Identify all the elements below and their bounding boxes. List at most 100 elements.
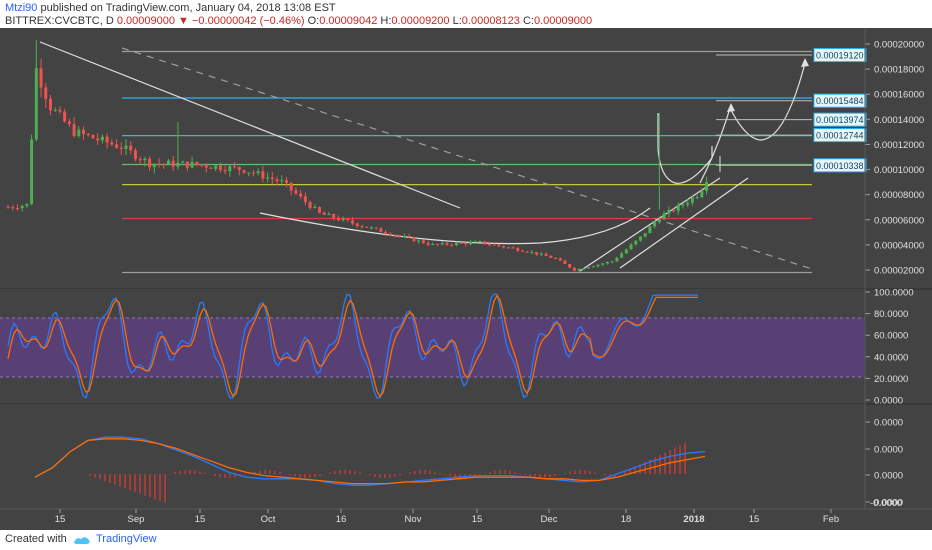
price-tick-label: 0.00018000	[874, 65, 924, 76]
candle-body	[421, 240, 425, 244]
candle-body	[20, 205, 24, 209]
candle-body	[445, 242, 449, 245]
candle-body	[605, 261, 609, 264]
candle-body	[341, 218, 345, 221]
x-tick-label: Dec	[541, 514, 558, 525]
candle-body	[280, 180, 284, 182]
candle-body	[228, 166, 232, 172]
price-pane[interactable]: 0.00020000 0.00018000 0.00016000 0.00014000…	[0, 31, 924, 289]
stoch-tick-label: 40.0000	[874, 352, 908, 363]
x-tick-label: 18	[621, 514, 632, 525]
candle-body	[577, 268, 581, 271]
stoch-d-line	[7, 294, 698, 398]
price-tick-label: 0.00016000	[874, 90, 924, 101]
candle-body	[365, 226, 369, 228]
author-link[interactable]: Mtzi90	[5, 2, 38, 14]
candle-body	[417, 240, 421, 242]
candle-body	[157, 163, 161, 165]
candle-body	[308, 202, 312, 209]
price-tick-label: 0.00014000	[874, 115, 924, 126]
candle-body	[346, 218, 350, 221]
candle-body	[667, 209, 671, 214]
price-label-box	[813, 128, 867, 143]
candle-body	[261, 171, 265, 179]
projection-curve-big	[699, 62, 806, 184]
stoch-tick-label: 20.0000	[874, 374, 908, 385]
candle-body	[11, 207, 15, 209]
quote-line: BITTREX:CVCBTC, D 0.00009000 ▼ −0.000000…	[5, 15, 592, 27]
candle-body	[181, 161, 185, 163]
macd-tick-label: 0.0000	[874, 418, 903, 429]
candle-body	[374, 227, 378, 229]
stoch-rsi-pane[interactable]: 100.0000 80.0000 60.0000 40.0000 20.0000 0.00…	[0, 288, 914, 407]
macd-pane[interactable]: 0.00000.00000.00000.0000-0.0000	[0, 404, 903, 509]
created-with-text: Created with	[5, 533, 67, 545]
candle-body	[284, 180, 288, 183]
candle-body	[223, 170, 227, 172]
horizontal-levels	[122, 50, 812, 274]
candle-body	[436, 244, 440, 246]
x-axis: 15 Sep 15 Oct 16 Nov 15 Dec 18 2018 15 Feb	[55, 509, 839, 525]
candle-body	[209, 167, 213, 169]
candle-body	[587, 267, 591, 269]
candle-body	[473, 241, 477, 243]
candle-body	[86, 133, 90, 135]
chart-svg[interactable]: 0.00020000 0.00018000 0.00016000 0.00014000…	[0, 28, 932, 530]
candle-body	[492, 244, 496, 246]
price-pane-bg	[0, 31, 865, 289]
candle-body	[247, 172, 251, 174]
candle-body	[558, 258, 562, 261]
candle-body	[676, 205, 680, 212]
candle-body	[25, 203, 29, 206]
candle-body	[440, 242, 444, 245]
candle-body	[393, 235, 397, 237]
footer: Created with TradingView	[0, 530, 932, 550]
x-tick-label: 15	[195, 514, 206, 525]
stoch-y-axis: 100.0000 80.0000 60.0000 40.0000 20.0000 0.00…	[865, 288, 914, 407]
candle-body	[162, 163, 166, 165]
candle-body	[256, 171, 260, 174]
candle-body	[539, 253, 543, 255]
candle-body	[464, 243, 468, 245]
candle-body	[695, 197, 699, 199]
x-tick-label: Feb	[823, 514, 839, 525]
candle-body	[39, 68, 43, 88]
candle-body	[275, 179, 279, 182]
candle-body	[662, 213, 666, 220]
price-tick-label: 0.00020000	[874, 40, 924, 51]
candle-body	[705, 182, 709, 192]
candle-body	[657, 219, 661, 223]
macd-pane-bg	[0, 404, 865, 509]
candle-body	[242, 170, 246, 173]
tradingview-link[interactable]: TradingView	[96, 533, 157, 545]
candle-body	[115, 144, 119, 148]
candle-body	[313, 207, 317, 209]
candle-body	[336, 218, 340, 221]
candle-body	[412, 237, 416, 242]
chart-area[interactable]: 0.00020000 0.00018000 0.00016000 0.00014000…	[0, 28, 932, 530]
candle-body	[487, 244, 491, 246]
candle-body	[672, 209, 676, 212]
candle-body	[77, 129, 81, 137]
macd-y-axis: 0.00000.00000.00000.0000-0.0000	[865, 418, 903, 509]
candle-body	[384, 232, 388, 234]
price-tick-label: 0.00008000	[874, 190, 924, 201]
open-label: O:	[307, 15, 320, 27]
price-label-text: 0.00010338	[816, 161, 864, 171]
candle-body	[133, 150, 137, 160]
candle-body	[459, 242, 463, 244]
price-label-text: 0.00012744	[816, 131, 864, 141]
price-label-text: 0.00013974	[816, 115, 864, 125]
candle-body	[686, 202, 690, 205]
candle-body	[185, 161, 189, 168]
candle-body	[568, 264, 572, 268]
candle-body	[450, 244, 454, 246]
candle-body	[379, 228, 383, 233]
macd-tick-label: 0.0000	[874, 498, 903, 509]
candle-body	[44, 87, 48, 99]
candle-body	[478, 241, 482, 243]
candle-body	[591, 266, 595, 268]
macd-signal-line	[34, 438, 706, 485]
candle-body	[63, 111, 67, 122]
candle-body	[327, 214, 331, 216]
